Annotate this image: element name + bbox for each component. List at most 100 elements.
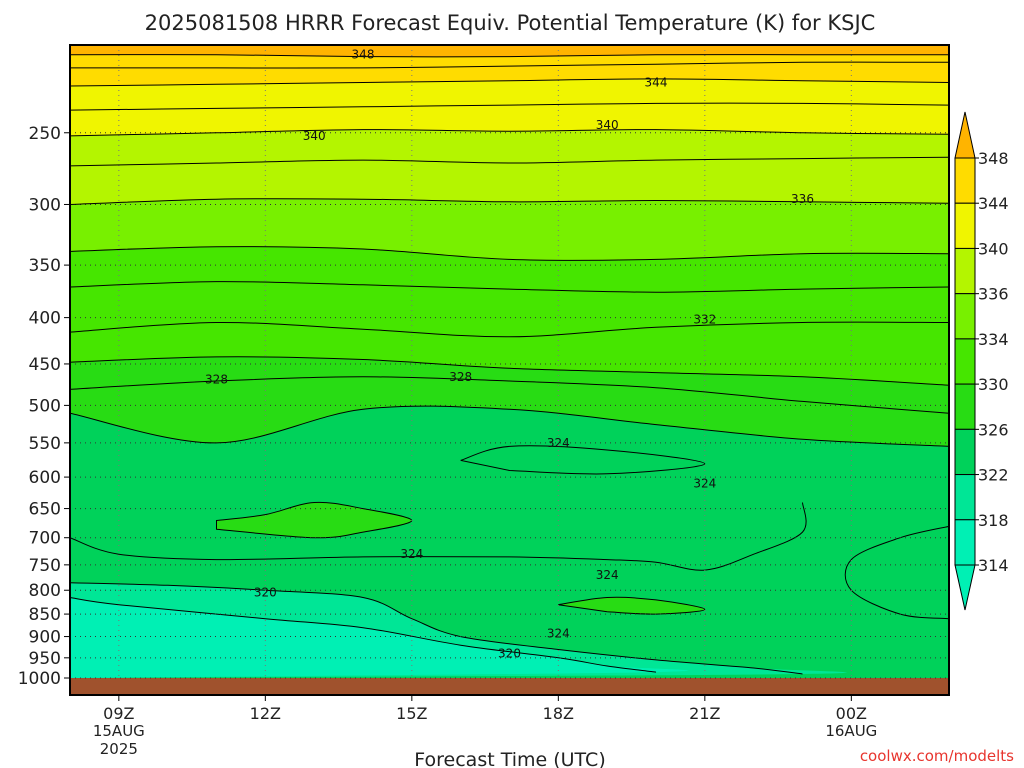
svg-text:320: 320 — [498, 647, 521, 661]
band-fill — [70, 376, 949, 447]
contour-line — [844, 525, 949, 620]
band-fill — [70, 103, 949, 136]
contour-label: 340 — [303, 129, 326, 143]
contour-line — [70, 78, 949, 87]
x-tick-label: 12Z — [250, 704, 281, 723]
contour-line — [70, 54, 949, 58]
contour-label: 344 — [645, 75, 668, 89]
colorbar-segment — [954, 202, 976, 249]
svg-text:328: 328 — [449, 370, 472, 384]
contour-label: 324 — [547, 626, 570, 640]
contour-line — [460, 445, 706, 475]
contour-line — [70, 321, 949, 338]
y-tick-label: 700 — [29, 529, 61, 549]
colorbar-segment — [954, 474, 976, 521]
contour-line — [70, 102, 949, 111]
colorbar-segment — [954, 564, 976, 611]
colorbar-tick-label: 330 — [978, 375, 1009, 394]
band-fill — [70, 54, 949, 69]
contour-line — [70, 156, 949, 167]
svg-text:320: 320 — [254, 586, 277, 600]
x-tick-label: 18Z — [543, 704, 574, 723]
y-tick-label: 850 — [29, 605, 61, 625]
contour-line — [70, 582, 803, 675]
contour-label: 348 — [352, 48, 375, 62]
x-tick-label: 00Z — [836, 704, 867, 723]
contour-line — [70, 356, 949, 386]
contour-line — [70, 61, 949, 69]
credit-text: coolwx.com/modelts — [860, 747, 1014, 765]
colorbar-tick-label: 336 — [978, 285, 1009, 304]
x-tick-date: 16AUG — [825, 722, 877, 740]
band-fill — [70, 78, 949, 111]
y-tick-label: 750 — [29, 556, 61, 576]
colorbar-segment — [954, 383, 976, 430]
contour-line — [70, 405, 949, 447]
contour-label: 324 — [693, 477, 716, 491]
x-axis-title: Forecast Time (UTC) — [414, 749, 605, 768]
x-tick-label: 21Z — [689, 704, 720, 723]
contour-line — [70, 246, 949, 261]
svg-text:328: 328 — [205, 372, 228, 386]
band-fill — [70, 246, 949, 293]
svg-text:324: 324 — [547, 626, 570, 640]
band-fill — [70, 322, 949, 386]
band-fill — [70, 45, 949, 57]
x-tick-label: 15Z — [396, 704, 427, 723]
svg-text:324: 324 — [693, 477, 716, 491]
contour-label: 320 — [498, 647, 521, 661]
colorbar-tick-label: 334 — [978, 330, 1009, 349]
contour-label: 332 — [693, 313, 716, 327]
y-tick-label: 600 — [29, 468, 61, 488]
y-tick-label: 450 — [29, 355, 61, 375]
colorbar-segment — [954, 519, 976, 566]
band-fill — [70, 157, 949, 205]
colorbar-segment — [954, 293, 976, 340]
y-tick-label: 1000 — [18, 669, 61, 689]
contour-label: 328 — [449, 370, 472, 384]
colorbar-segment — [954, 157, 976, 204]
y-tick-label: 300 — [29, 195, 61, 215]
contour-line — [70, 129, 949, 137]
band-fill — [70, 356, 949, 414]
x-tick-label: 09Z — [103, 704, 134, 723]
contour-label: 328 — [205, 372, 228, 386]
colorbar-segment — [954, 428, 976, 476]
contour-label: 324 — [547, 436, 570, 450]
x-tick-date: 15AUG — [93, 722, 145, 740]
colorbar-segment — [954, 247, 976, 295]
svg-text:340: 340 — [303, 129, 326, 143]
y-tick-label: 550 — [29, 434, 61, 454]
colorbar-segment — [954, 111, 976, 159]
contour-line — [70, 376, 949, 414]
contour-line — [70, 597, 657, 673]
band-fill — [558, 596, 706, 615]
contour-label: 340 — [596, 118, 619, 132]
y-tick-label: 500 — [29, 396, 61, 416]
contour-label: 324 — [400, 547, 423, 561]
contour-label: 336 — [791, 192, 814, 206]
band-fill — [70, 198, 949, 261]
svg-text:344: 344 — [645, 75, 668, 89]
y-tick-label: 800 — [29, 581, 61, 601]
band-fill — [216, 501, 413, 539]
colorbar-tick-label: 348 — [978, 149, 1009, 168]
colorbar-tick-label: 318 — [978, 511, 1009, 530]
svg-text:336: 336 — [791, 192, 814, 206]
y-tick-label: 650 — [29, 500, 61, 520]
contour-line — [70, 281, 949, 293]
y-tick-label: 900 — [29, 628, 61, 648]
colorbar-tick-label: 314 — [978, 556, 1009, 575]
svg-text:324: 324 — [400, 547, 423, 561]
svg-text:348: 348 — [352, 48, 375, 62]
contour-line — [70, 198, 949, 205]
x-tick-year: 2025 — [100, 740, 138, 758]
contour-label: 324 — [596, 568, 619, 582]
svg-text:340: 340 — [596, 118, 619, 132]
y-tick-label: 350 — [29, 256, 61, 276]
contour-label: 320 — [254, 586, 277, 600]
y-tick-label: 400 — [29, 309, 61, 329]
band-fill — [70, 281, 949, 337]
colorbar-segment — [954, 338, 976, 385]
